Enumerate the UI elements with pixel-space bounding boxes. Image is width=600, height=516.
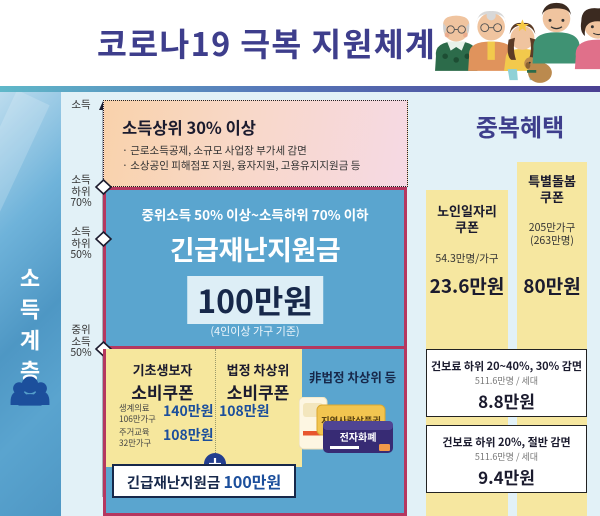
svg-text:전자화폐: 전자화폐 xyxy=(340,429,377,444)
